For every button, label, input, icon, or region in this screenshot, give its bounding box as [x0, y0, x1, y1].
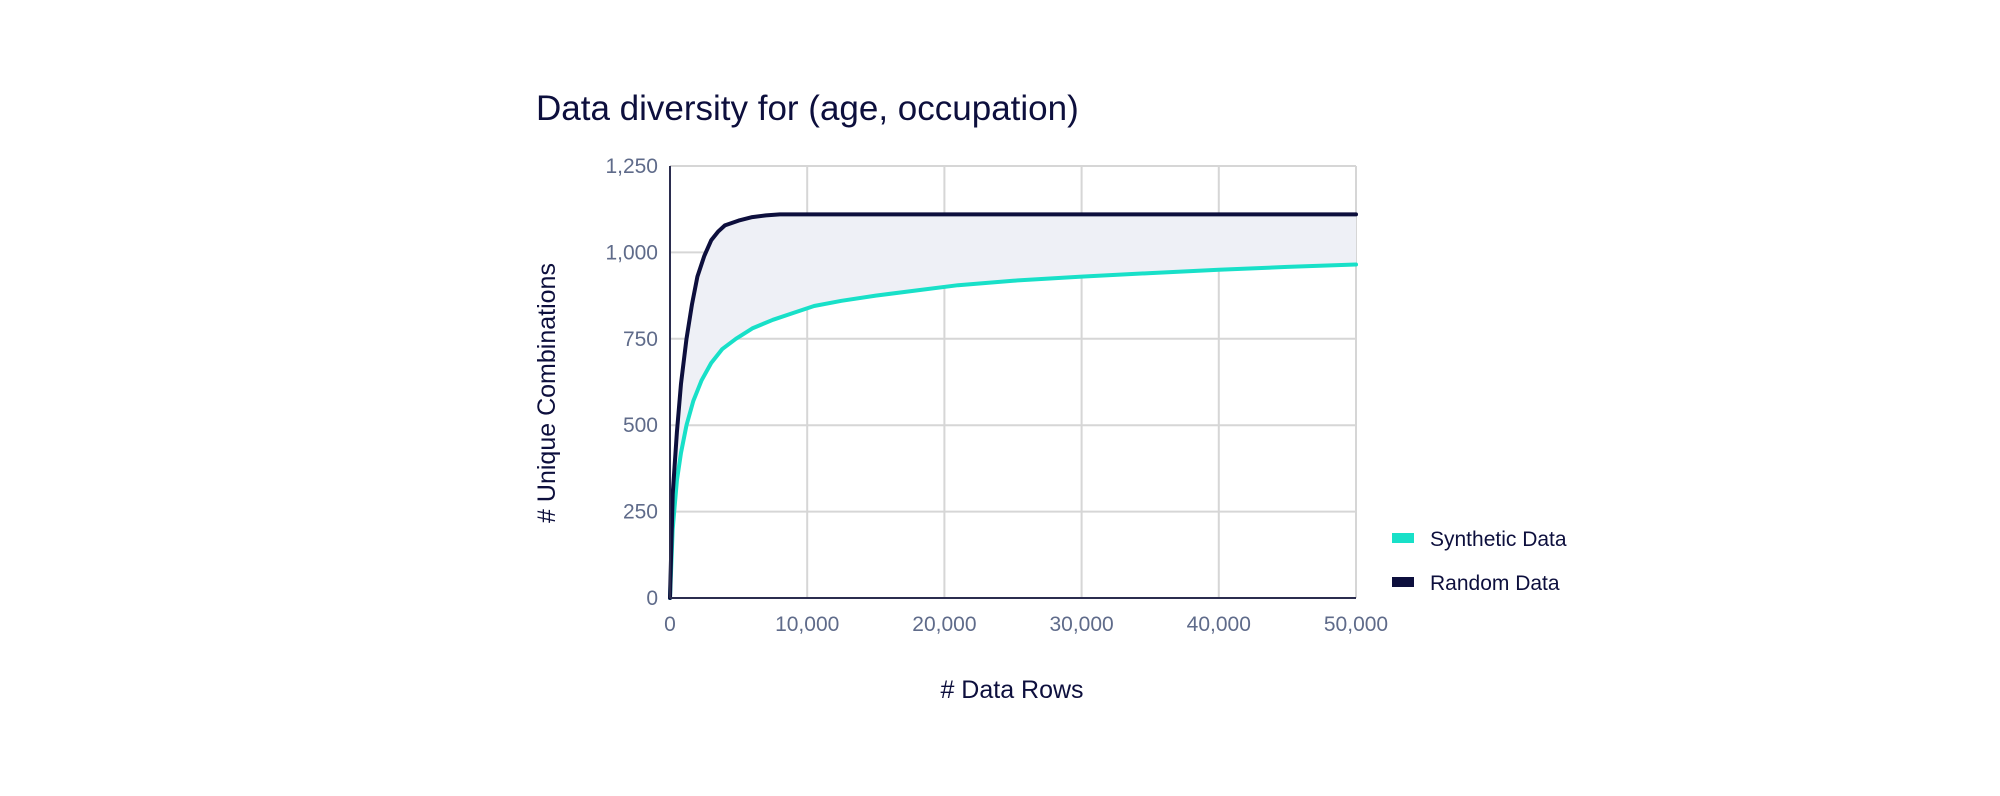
x-tick-label: 10,000: [775, 613, 839, 636]
y-tick-label: 750: [623, 328, 658, 351]
x-tick-label: 30,000: [1049, 613, 1113, 636]
x-tick-label: 50,000: [1324, 613, 1388, 636]
tick-labels: 0 10,000 20,000 30,000 40,000 50,000 0 250 500 75…: [605, 155, 1388, 636]
legend-label-random-data: Random Data: [1430, 572, 1560, 595]
series-line-synthetic-data: [668, 262, 1358, 600]
x-tick-label: 0: [664, 613, 676, 636]
x-tick-label: 40,000: [1187, 613, 1251, 636]
series-line-random-data: [668, 212, 1358, 600]
axes: [669, 166, 1356, 599]
legend-label-synthetic-data: Synthetic Data: [1430, 528, 1567, 551]
difference-area: [670, 214, 1356, 598]
x-axis-title: # Data Rows: [940, 676, 1083, 704]
legend-swatch-random-data: [1392, 577, 1414, 587]
y-tick-label: 0: [646, 587, 658, 610]
x-tick-label: 20,000: [912, 613, 976, 636]
legend-swatch-synthetic-data: [1392, 533, 1414, 543]
y-tick-label: 1,000: [605, 241, 658, 264]
y-axis-title: # Unique Combinations: [533, 263, 561, 523]
series-lines: [668, 212, 1358, 600]
y-tick-label: 500: [623, 414, 658, 437]
y-tick-label: 250: [623, 501, 658, 524]
chart-title: Data diversity for (age, occupation): [536, 89, 1079, 128]
legend: Synthetic Data Random Data: [1392, 528, 1567, 595]
y-tick-label: 1,250: [605, 155, 658, 178]
